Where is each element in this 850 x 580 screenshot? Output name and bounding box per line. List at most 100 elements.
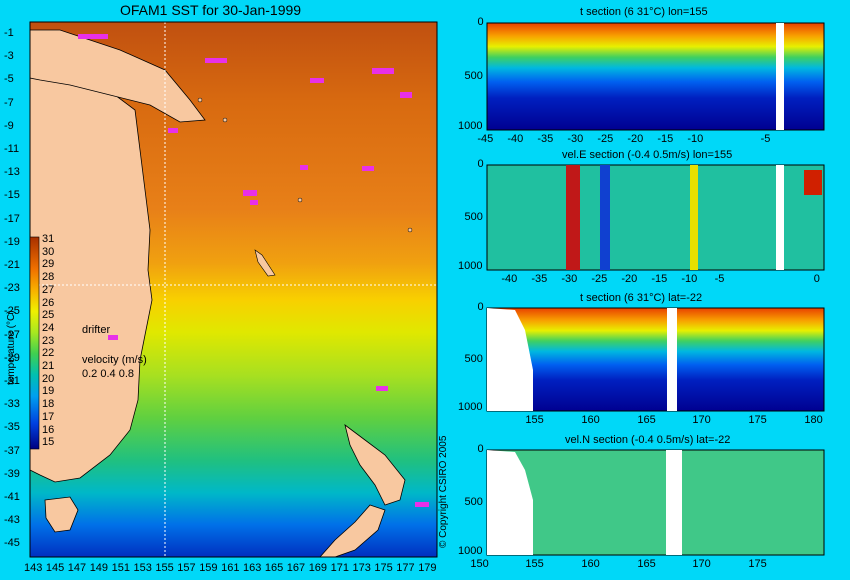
map-lat-tick: -33 [4,398,20,411]
panel-2-title: vel.E section (-0.4 0.5m/s) lon=155 [562,149,733,161]
colorbar-tick: 26 [42,296,55,309]
map-lon-tick: 147 [67,562,87,574]
panel-2-gap [776,165,784,270]
colorbar-tick: 28 [42,271,55,284]
panel-1-x-tick: -10 [687,133,704,145]
panel-1-x-tick: -40 [507,133,524,145]
map-lon-tick: 145 [45,562,65,574]
map-lon-tick: 151 [111,562,130,574]
drifter-mark [78,34,108,39]
panel-2-x-tick: -20 [621,273,638,285]
map-lat-tick: -3 [4,50,14,63]
drifter-label: drifter [82,324,111,336]
panel-4-title: vel.N section (-0.4 0.5m/s) lat=-22 [565,434,731,446]
colorbar-tick: 15 [42,436,55,449]
map-lat-tick: -35 [4,421,20,434]
map-lon-tick: 143 [24,562,43,574]
map-lat-tick: -39 [4,467,20,480]
map-lon-tick: 173 [352,562,371,574]
panel-2-y-tick: 500 [464,210,483,223]
map-lat-tick: -43 [4,514,20,527]
panel-3-x-tick: 180 [804,414,823,426]
panel-2-x-tick: -5 [714,273,725,285]
map-lat-tick: -41 [4,491,20,503]
drifter-mark [243,190,257,196]
map-lat-tick: -11 [4,143,20,155]
panel-4-x-tick: 150 [470,558,489,570]
island [197,97,203,103]
panel-2-x-tick: -15 [651,273,668,285]
panel-4-y-tick: 500 [464,495,483,508]
panel-2-x-tick: 0 [813,273,820,285]
panel-3-x-tick: 155 [525,414,544,426]
map-lat-tick: -27 [4,328,20,341]
map-lon-tick: 175 [374,562,393,574]
map-lat-tick: -13 [4,166,20,179]
panel-4-x-tick: 160 [581,558,600,570]
colorbar-tick: 29 [42,258,55,271]
panel-2-band [804,170,822,195]
colorbar-tick: 24 [42,321,55,334]
panel-2-band [600,165,610,270]
island [297,197,303,203]
drifter-mark [310,78,324,83]
panel-1-x-tick: -15 [657,133,674,145]
panel-1-x-tick: -5 [760,133,771,145]
colorbar-tick: 31 [42,233,55,245]
map-lon-tick: 169 [308,562,328,574]
map-lat-tick: -17 [4,212,20,225]
panel-2-field [486,164,825,271]
panel-1-field [486,22,825,131]
panel-2-jet [566,165,580,270]
panel-4-y-tick: 0 [477,443,484,455]
map-lon-tick: 149 [89,562,109,574]
drifter-mark [372,68,394,74]
drifter-mark [250,200,258,205]
panel-4-x-tick: 170 [692,558,711,570]
map-lon-tick: 153 [133,562,152,574]
panel-1-y-tick: 0 [477,16,484,28]
map-lat-tick: -31 [4,375,20,387]
map-lon-tick: 155 [155,562,174,574]
panel-2-x-tick: -40 [501,273,518,285]
panel-2-y-tick: 0 [477,158,484,170]
map-lon-tick: 161 [221,562,240,574]
colorbar-tick: 22 [42,347,55,360]
new-guinea-landmass [29,29,206,123]
map-lat-tick: -19 [4,235,20,248]
nz-north-island [344,424,406,506]
drifter-legend-mark [108,335,118,340]
map-lon-tick: 171 [330,562,349,574]
panel-4-gap [666,450,682,555]
panel-3-title: t section (6 31°C) lat=-22 [580,292,703,304]
panel-1-y-tick: 1000 [458,119,483,132]
panel-2-y-tick: 1000 [458,259,483,272]
panel-1-title: t section (6 31°C) lon=155 [580,6,708,18]
drifter-mark [300,165,308,170]
panel-1-y-tick: 500 [464,69,483,82]
map-lon-tick: 163 [243,562,262,574]
drifter-mark [400,92,412,98]
map-lat-tick: -5 [4,73,14,86]
map-lat-tick: -23 [4,282,20,295]
panel-3-x-tick: 175 [748,414,767,426]
map-lon-tick: 159 [199,562,218,574]
map-lat-tick: -21 [4,259,20,271]
map-lat-tick: -1 [4,27,14,39]
colorbar-label: temperature (°C) [6,310,17,385]
map-lat-tick: -45 [4,537,20,550]
panel-1-x-tick: -25 [597,133,614,145]
tasmania-landmass [44,496,79,533]
drifter-mark [362,166,374,171]
map-lat-tick: -15 [4,189,20,202]
panel-4-field [486,449,825,556]
panel-4-x-tick: 165 [637,558,656,570]
drifter-mark [415,502,429,507]
panel-2-band [690,165,698,270]
panel-4-land [487,450,533,555]
panel-1-x-tick: -35 [537,133,554,145]
panel-2-x-tick: -25 [591,273,608,285]
panel-1-x-tick: -45 [477,133,494,145]
map-lon-tick: 179 [418,562,437,574]
